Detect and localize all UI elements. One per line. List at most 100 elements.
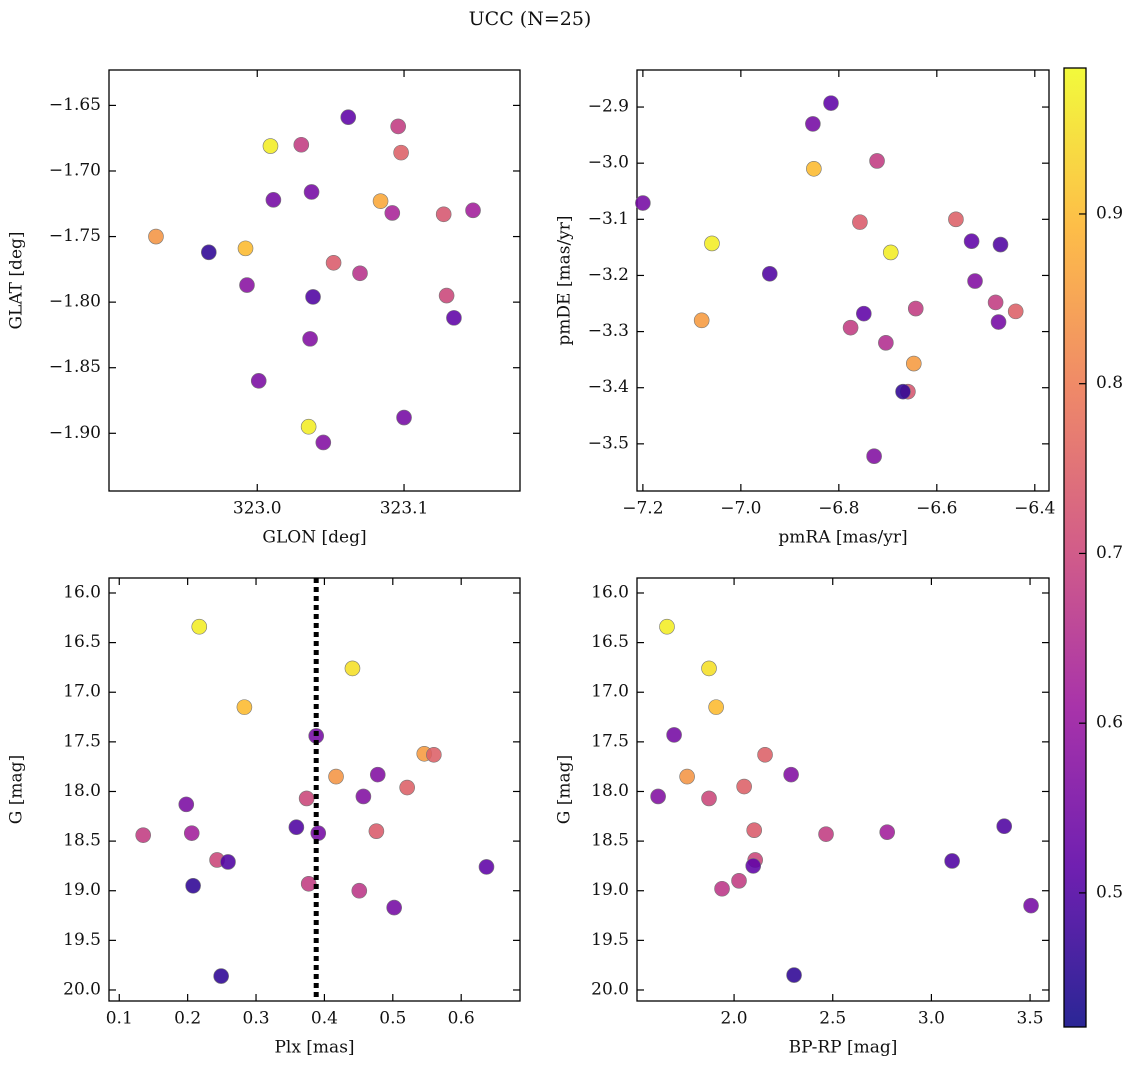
- scatter-point: [1023, 897, 1039, 914]
- y-tick-label: 17.5: [63, 731, 101, 751]
- scatter-point: [352, 265, 368, 282]
- scatter-point: [666, 727, 682, 743]
- colorbar-tick-label: 0.7: [1096, 543, 1123, 563]
- x-tick-label: −6.6: [916, 499, 957, 519]
- scatter-point: [907, 300, 924, 317]
- x-tick-label: 2.0: [721, 1009, 748, 1029]
- scatter-point: [990, 314, 1007, 330]
- y-tick-label: −2.9: [588, 97, 629, 117]
- y-tick-label: 19.5: [591, 930, 629, 950]
- x-tick-label: 0.6: [448, 1009, 475, 1029]
- scatter-point: [693, 312, 710, 329]
- x-axis-label: GLON [deg]: [262, 528, 366, 548]
- scatter-point: [325, 254, 342, 271]
- scatter-point: [305, 289, 321, 305]
- scatter-point: [213, 968, 229, 984]
- scatter-point: [714, 880, 730, 897]
- plot-frame: [108, 69, 521, 492]
- y-tick-label: 16.5: [591, 632, 629, 652]
- scatter-point: [967, 273, 983, 289]
- scatter-point: [708, 699, 724, 715]
- x-tick-label: −7.2: [622, 499, 663, 519]
- scatter-point: [805, 116, 821, 132]
- scatter-point: [237, 240, 254, 257]
- scatter-point: [368, 823, 385, 839]
- scatter-point: [701, 790, 717, 807]
- scatter-point: [438, 287, 455, 304]
- scatter-point: [736, 778, 752, 795]
- y-axis-label: pmDE [mas/yr]: [555, 215, 575, 345]
- scatter-point: [384, 205, 401, 221]
- y-tick-label: 19.0: [63, 880, 101, 900]
- y-tick-label: −1.65: [49, 95, 101, 115]
- scatter-point: [372, 193, 389, 209]
- x-tick-label: 3.0: [918, 1009, 945, 1029]
- scatter-point: [262, 138, 279, 154]
- y-tick-label: 16.0: [591, 582, 629, 602]
- scatter-point: [369, 766, 386, 783]
- y-axis-label: GLAT [deg]: [7, 231, 27, 329]
- scatter-point: [746, 822, 763, 838]
- y-tick-label: 17.0: [591, 682, 629, 702]
- y-axis-label: G [mag]: [555, 755, 575, 824]
- scatter-point: [948, 211, 964, 228]
- x-tick-label: 0.4: [311, 1009, 338, 1029]
- y-tick-label: −3.3: [588, 321, 629, 341]
- y-tick-label: −1.75: [49, 226, 101, 246]
- y-tick-label: 20.0: [63, 979, 101, 999]
- scatter-point: [344, 660, 361, 677]
- scatter-point: [996, 818, 1013, 835]
- scatter-point: [869, 153, 885, 169]
- scatter-point: [396, 409, 412, 426]
- scatter-point: [852, 214, 868, 230]
- y-tick-label: 18.0: [63, 781, 101, 801]
- y-tick-label: 19.0: [591, 880, 629, 900]
- y-tick-label: 16.5: [63, 632, 101, 652]
- y-tick-label: −1.90: [49, 423, 101, 443]
- y-tick-label: 18.5: [63, 831, 101, 851]
- y-tick-label: −1.70: [49, 160, 101, 180]
- y-axis-label: G [mag]: [7, 755, 27, 824]
- scatter-point: [704, 235, 720, 252]
- scatter-point: [963, 233, 980, 250]
- scatter-point: [878, 335, 894, 351]
- scatter-point: [390, 118, 406, 135]
- x-tick-label: 0.2: [174, 1009, 201, 1029]
- scatter-point: [866, 448, 882, 464]
- scatter-point: [435, 206, 452, 223]
- scatter-point: [895, 383, 911, 400]
- x-tick-label: −6.8: [818, 499, 859, 519]
- y-tick-label: 18.5: [591, 831, 629, 851]
- y-tick-label: −3.4: [588, 377, 629, 397]
- scatter-point: [818, 826, 834, 842]
- y-tick-label: −3.0: [588, 153, 629, 173]
- scatter-point: [446, 310, 462, 326]
- scatter-point: [148, 228, 164, 245]
- scatter-point: [635, 195, 651, 211]
- colorbar-tick-label: 0.9: [1096, 203, 1123, 223]
- scatter-point: [992, 236, 1009, 253]
- scatter-point: [823, 95, 839, 111]
- y-tick-label: 17.0: [63, 682, 101, 702]
- colorbar-frame: [1063, 67, 1087, 1028]
- x-tick-label: 0.5: [379, 1009, 406, 1029]
- scatter-point: [183, 825, 200, 841]
- scatter-point: [293, 136, 310, 153]
- scatter-point: [386, 899, 402, 916]
- colorbar-tick-label: 0.6: [1096, 713, 1123, 733]
- scatter-point: [399, 779, 415, 796]
- scatter-point: [185, 877, 201, 894]
- scatter-point: [220, 854, 236, 870]
- scatter-point: [328, 768, 344, 785]
- x-axis-label: BP-RP [mag]: [789, 1038, 898, 1058]
- scatter-point: [786, 967, 802, 983]
- scatter-point: [236, 699, 253, 715]
- y-tick-label: 17.5: [591, 731, 629, 751]
- plot-frame: [636, 577, 1050, 1002]
- scatter-point: [303, 184, 320, 200]
- scatter-point: [351, 882, 368, 899]
- x-tick-label: 323.1: [380, 499, 429, 519]
- scatter-point: [465, 202, 481, 219]
